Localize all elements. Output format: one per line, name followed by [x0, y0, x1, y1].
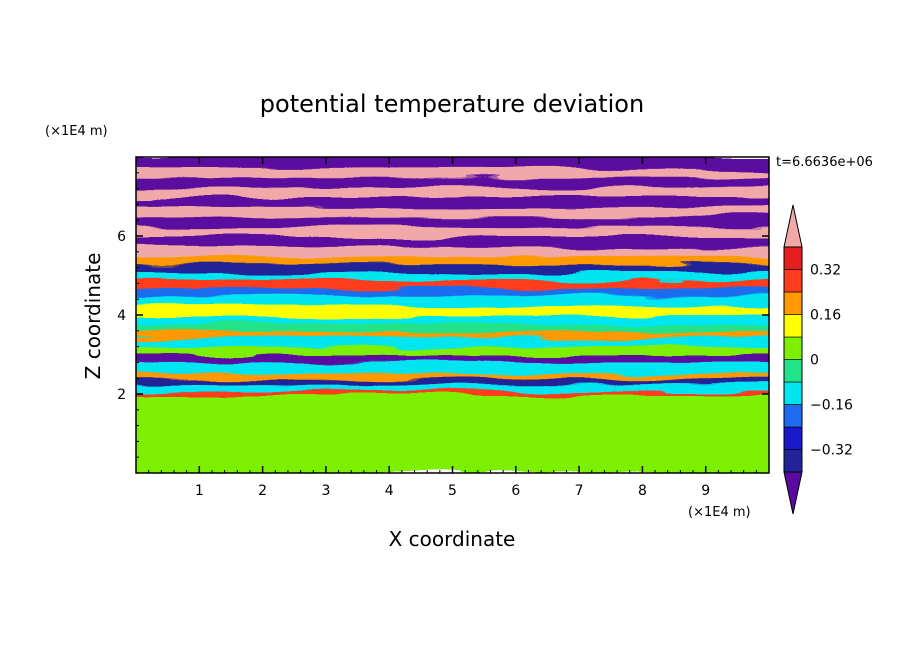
colorbar-max-arrow — [783, 204, 803, 248]
colorbar-tick-label: 0 — [810, 353, 819, 369]
contour-band — [136, 278, 769, 289]
contour-band — [136, 254, 769, 265]
contour-band — [136, 195, 769, 208]
y-tick-label: 2 — [117, 387, 126, 403]
contour-band — [136, 270, 769, 281]
colorbar-min-arrow — [783, 471, 803, 515]
contour-band — [136, 314, 769, 324]
colorbar-segment — [783, 269, 803, 293]
contour-bands — [136, 157, 769, 473]
contour-band — [136, 185, 769, 198]
colorbar-segment — [783, 404, 803, 428]
colorbar-tick-label: 0.16 — [810, 308, 841, 324]
time-label: t=6.6636e+06 — [776, 155, 873, 170]
colorbar-segment — [783, 246, 803, 270]
x-tick-label: 9 — [701, 483, 710, 499]
x-tick-label: 5 — [448, 483, 457, 499]
colorbar-segment — [783, 291, 803, 315]
x-unit-label: (×1E4 m) — [688, 505, 751, 520]
x-tick-label: 3 — [321, 483, 330, 499]
colorbar-segment — [783, 449, 803, 473]
contour-band — [136, 371, 769, 380]
x-tick-label: 6 — [511, 483, 520, 499]
x-axis-label: X coordinate — [389, 527, 516, 551]
x-axis: 1 2 3 4 5 6 7 8 9 — [148, 157, 770, 499]
contour-band — [136, 304, 769, 316]
plot-area — [136, 157, 769, 473]
contour-band — [136, 225, 769, 237]
colorbar-segment — [783, 336, 803, 360]
contour-band — [136, 353, 769, 364]
contour-band — [136, 205, 769, 218]
colorbar-segment — [783, 314, 803, 338]
contour-band — [136, 335, 769, 348]
colorbar-segment — [783, 359, 803, 383]
contour-band — [136, 321, 769, 332]
colorbar-tick-label: 0.32 — [810, 263, 841, 279]
y-axis-label: Z coordinate — [81, 253, 105, 380]
y-axis: 2 4 6 — [117, 172, 769, 458]
x-tick-label: 7 — [575, 483, 584, 499]
contour-band — [136, 393, 769, 473]
contour-band — [136, 244, 769, 257]
contour-band — [136, 262, 769, 273]
contour-band — [136, 286, 769, 297]
y-tick-label: 6 — [117, 229, 126, 245]
contour-band — [136, 165, 769, 178]
contour-band — [136, 389, 769, 395]
contour-band — [136, 235, 769, 247]
contour-band — [136, 175, 769, 188]
contour-band — [136, 294, 769, 307]
colorbar-frame — [783, 246, 803, 473]
colorbar-tick-label: −0.16 — [810, 398, 853, 414]
y-tick-label: 4 — [117, 308, 126, 324]
colorbar-tick-label: −0.32 — [810, 443, 853, 459]
colorbar-segment — [783, 381, 803, 405]
x-tick-label: 4 — [385, 483, 394, 499]
contour-band — [136, 345, 769, 356]
x-tick-label: 8 — [638, 483, 647, 499]
colorbar: 0.32 0.16 0 −0.16 −0.32 — [783, 204, 853, 515]
contour-band — [136, 383, 769, 392]
colorbar-segment — [783, 426, 803, 450]
x-tick-label: 2 — [258, 483, 267, 499]
contour-band — [136, 215, 769, 228]
x-tick-label: 1 — [195, 483, 204, 499]
chart-title: potential temperature deviation — [260, 90, 644, 118]
y-unit-label: (×1E4 m) — [45, 124, 108, 139]
contour-band — [136, 361, 769, 374]
contour-band — [136, 329, 769, 338]
contour-band — [136, 377, 769, 386]
